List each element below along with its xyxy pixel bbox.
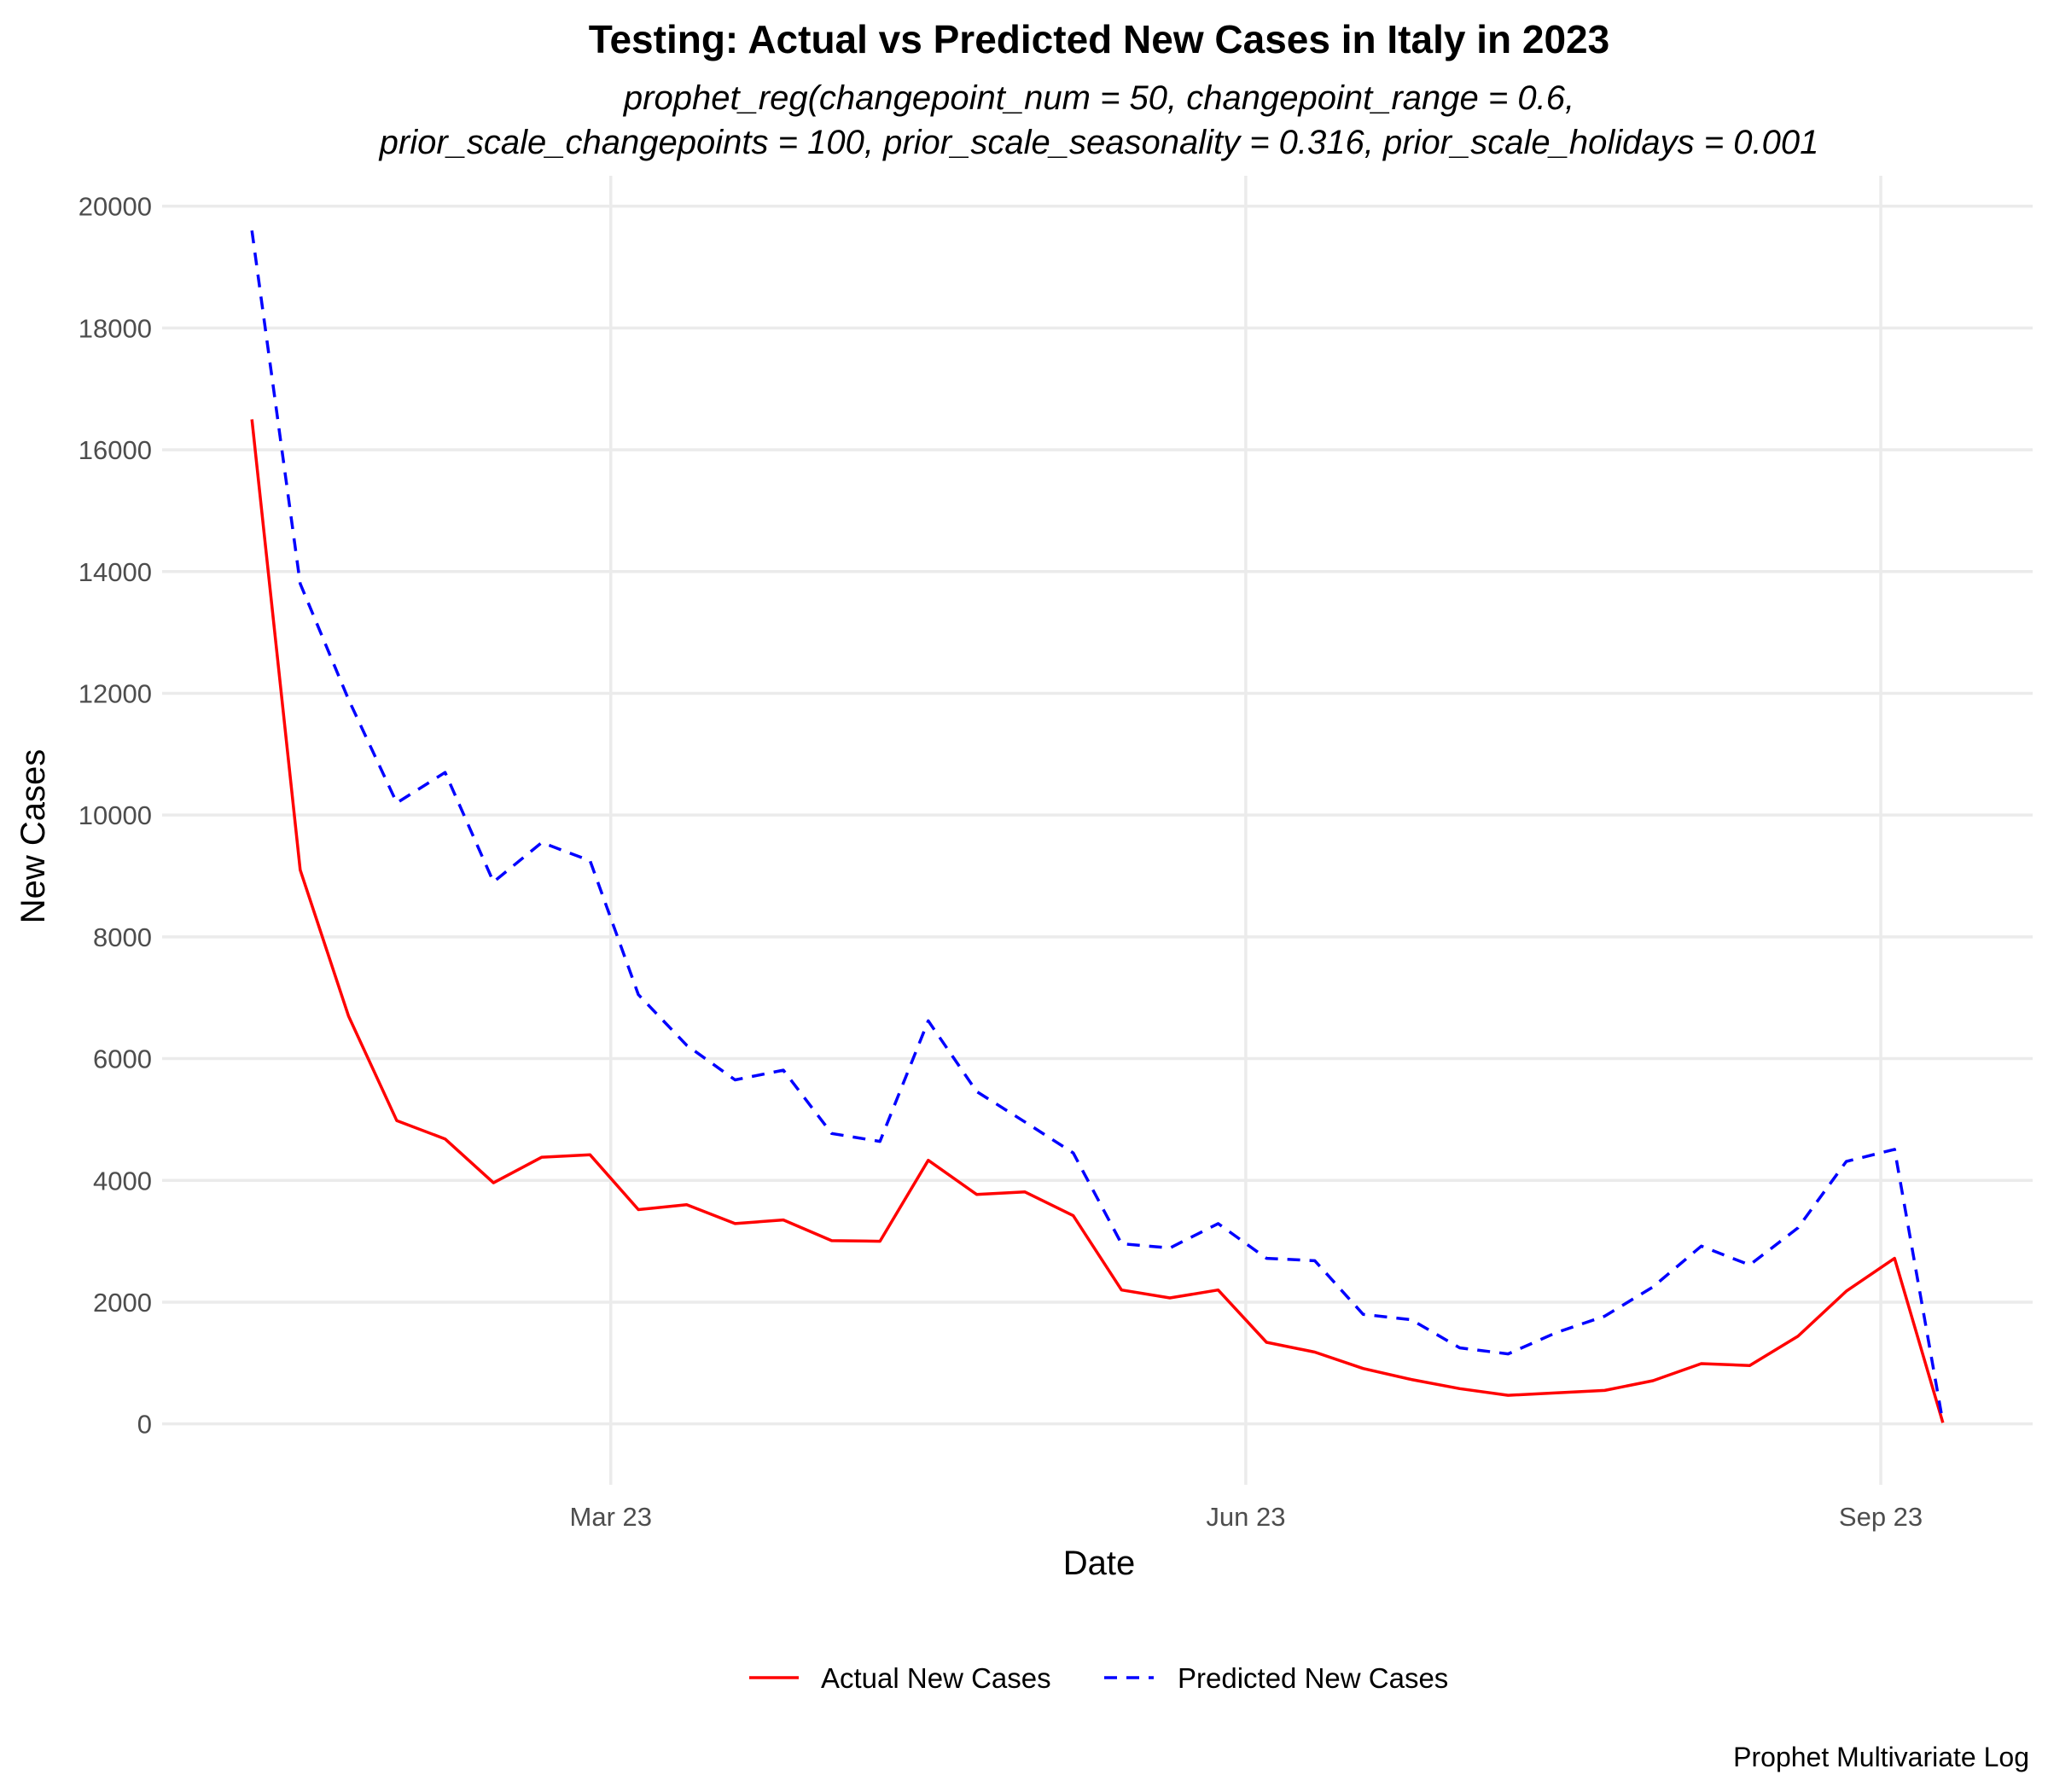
legend-label-actual: Actual New Cases [821,1662,1051,1694]
y-axis-title: New Cases [15,749,52,924]
y-tick-label: 14000 [79,557,152,587]
y-tick-label: 2000 [93,1288,152,1318]
chart-subtitle-line-2: prior_scale_changepoints = 100, prior_sc… [379,124,1819,161]
y-tick-label: 20000 [79,192,152,222]
x-tick-label: Mar 23 [570,1502,652,1532]
chart-caption: Prophet Multivariate Log [1733,1742,2029,1772]
chart-subtitle-line-1: prophet_reg(changepoint_num = 50, change… [623,79,1574,117]
x-tick-label: Sep 23 [1839,1502,1923,1532]
y-tick-label: 6000 [93,1044,152,1074]
series [250,230,1945,1423]
series-line-predicted [250,230,1945,1423]
y-tick-label: 18000 [79,313,152,343]
y-tick-label: 16000 [79,435,152,465]
y-axis-ticks: 0 2000 4000 6000 8000 10000 12000 14000 16000 180… [79,192,152,1440]
chart-title: Testing: Actual vs Predicted New Cases i… [589,17,1609,61]
y-tick-label: 12000 [79,678,152,708]
series-line-actual [250,419,1945,1423]
x-axis-ticks: Mar 23 Jun 23 Sep 23 [570,1502,1923,1532]
y-tick-label: 4000 [93,1166,152,1196]
y-tick-label: 8000 [93,922,152,952]
x-axis-title: Date [1063,1545,1136,1582]
legend: Actual New Cases Predicted New Cases [749,1662,1448,1694]
grid [162,176,2033,1485]
y-tick-label: 0 [137,1410,152,1440]
x-tick-label: Jun 23 [1206,1502,1285,1532]
y-tick-label: 10000 [79,800,152,830]
legend-label-predicted: Predicted New Cases [1178,1662,1448,1694]
